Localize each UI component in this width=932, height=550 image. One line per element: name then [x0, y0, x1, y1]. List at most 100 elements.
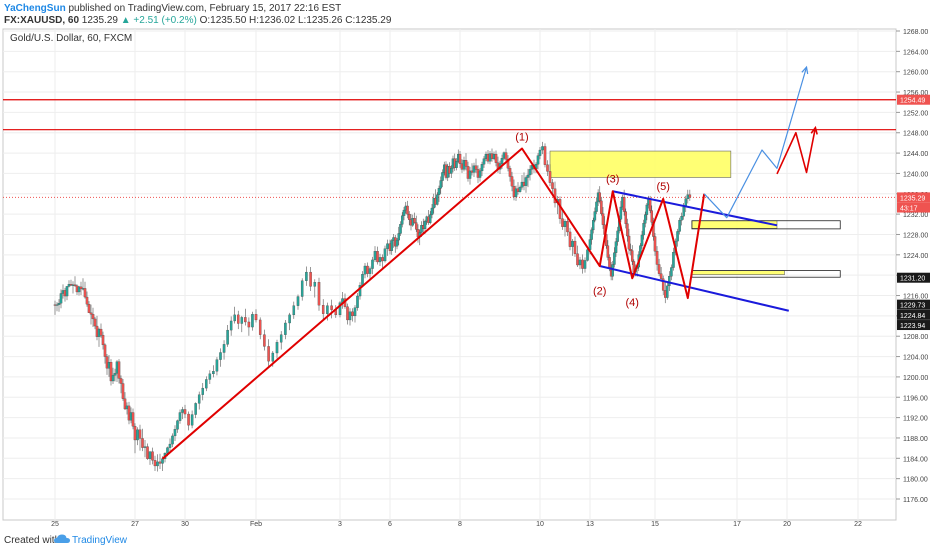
candle-body [348, 311, 352, 321]
blue-projection-arrow [703, 66, 808, 219]
candle-body [361, 274, 364, 286]
candle-body [173, 429, 177, 437]
candle-body [526, 174, 530, 178]
price-tag-bg [897, 309, 930, 320]
candle-body [103, 344, 107, 357]
candle [680, 212, 683, 226]
tradingview-logo[interactable]: TradingView [72, 535, 128, 546]
author-link[interactable]: YaChengSun [4, 3, 66, 14]
candle-body [201, 387, 204, 395]
price-tag-label: 1223.94 [900, 323, 925, 330]
candle-body [296, 296, 300, 306]
candle [624, 208, 628, 229]
candle-body [353, 307, 357, 317]
candle-body [611, 264, 615, 277]
candle [474, 158, 478, 173]
candle-body [59, 293, 63, 304]
x-tick-label: Feb [250, 521, 262, 528]
candle-body [543, 146, 547, 165]
candle-body [326, 305, 329, 314]
candle [592, 217, 595, 234]
candle [85, 291, 89, 307]
footer: Created with TradingView [0, 530, 932, 550]
candle [258, 317, 262, 340]
wave-label: (3) [606, 174, 619, 186]
candle-body [136, 429, 139, 441]
candle [578, 256, 582, 270]
y-tick-label: 1200.00 [903, 375, 928, 382]
candle-body [397, 233, 400, 241]
price-tag-bg [897, 320, 930, 331]
candle [573, 236, 577, 257]
candle-body [119, 378, 123, 384]
candle-body [672, 252, 675, 268]
candle-body [143, 446, 147, 448]
candle-body [598, 192, 602, 202]
x-tick-label: 22 [854, 521, 862, 528]
candle-body [376, 251, 379, 263]
candle [208, 370, 212, 385]
candle-body [313, 282, 317, 287]
candle-body [317, 282, 321, 306]
candle [631, 245, 634, 265]
candle-body [131, 412, 135, 427]
chart-header: YaChengSun published on TradingView.com,… [0, 0, 932, 30]
candle-body [478, 170, 482, 178]
candle [113, 368, 117, 382]
price-tag-bg [897, 272, 930, 283]
channel-line [612, 190, 778, 227]
candle-body [390, 240, 393, 251]
candle [546, 160, 549, 176]
candle-body [581, 259, 584, 269]
candle [87, 301, 91, 313]
candle [514, 185, 518, 201]
candle [548, 164, 552, 187]
candle-body [414, 222, 418, 230]
candle-body [536, 155, 540, 165]
candle-body [113, 373, 117, 376]
candle-body [586, 249, 589, 261]
candle [121, 378, 125, 401]
candle [672, 247, 675, 271]
price-tag: 1231.20 [897, 272, 930, 283]
candle-body [458, 153, 462, 164]
candle [151, 447, 154, 465]
candle-body [626, 223, 629, 237]
candle-body [351, 311, 354, 317]
candle [99, 323, 103, 338]
candle [93, 316, 97, 330]
candle-body [77, 286, 81, 293]
candle-body [642, 223, 645, 236]
candle-body [482, 158, 486, 165]
candle-body [148, 451, 152, 459]
candle [478, 167, 482, 182]
candle [590, 227, 593, 245]
candle [197, 391, 201, 410]
candle [341, 291, 344, 309]
candle [176, 419, 179, 433]
price-tag-label: 1229.73 [900, 303, 925, 310]
candle-body [258, 319, 262, 335]
price-tag: 1229.73 [897, 299, 930, 310]
candle [558, 196, 562, 224]
y-tick-label: 1260.00 [903, 70, 928, 77]
candle [413, 212, 416, 224]
y-tick-label: 1224.00 [903, 253, 928, 260]
candle [390, 239, 393, 255]
candle-body [645, 204, 649, 215]
candle-body [386, 243, 389, 249]
candle-body [670, 267, 673, 277]
candle-body [406, 205, 409, 215]
supply-zone [549, 150, 732, 178]
candle [576, 245, 579, 268]
candle-body [399, 224, 402, 234]
candle-body [176, 420, 179, 430]
candle-body [566, 221, 569, 233]
candle-body [500, 158, 504, 164]
candle [468, 166, 472, 185]
blue-projection-arrow-head [801, 65, 809, 75]
candle-body [197, 394, 201, 404]
candle [655, 246, 659, 271]
candle-body [538, 149, 542, 156]
